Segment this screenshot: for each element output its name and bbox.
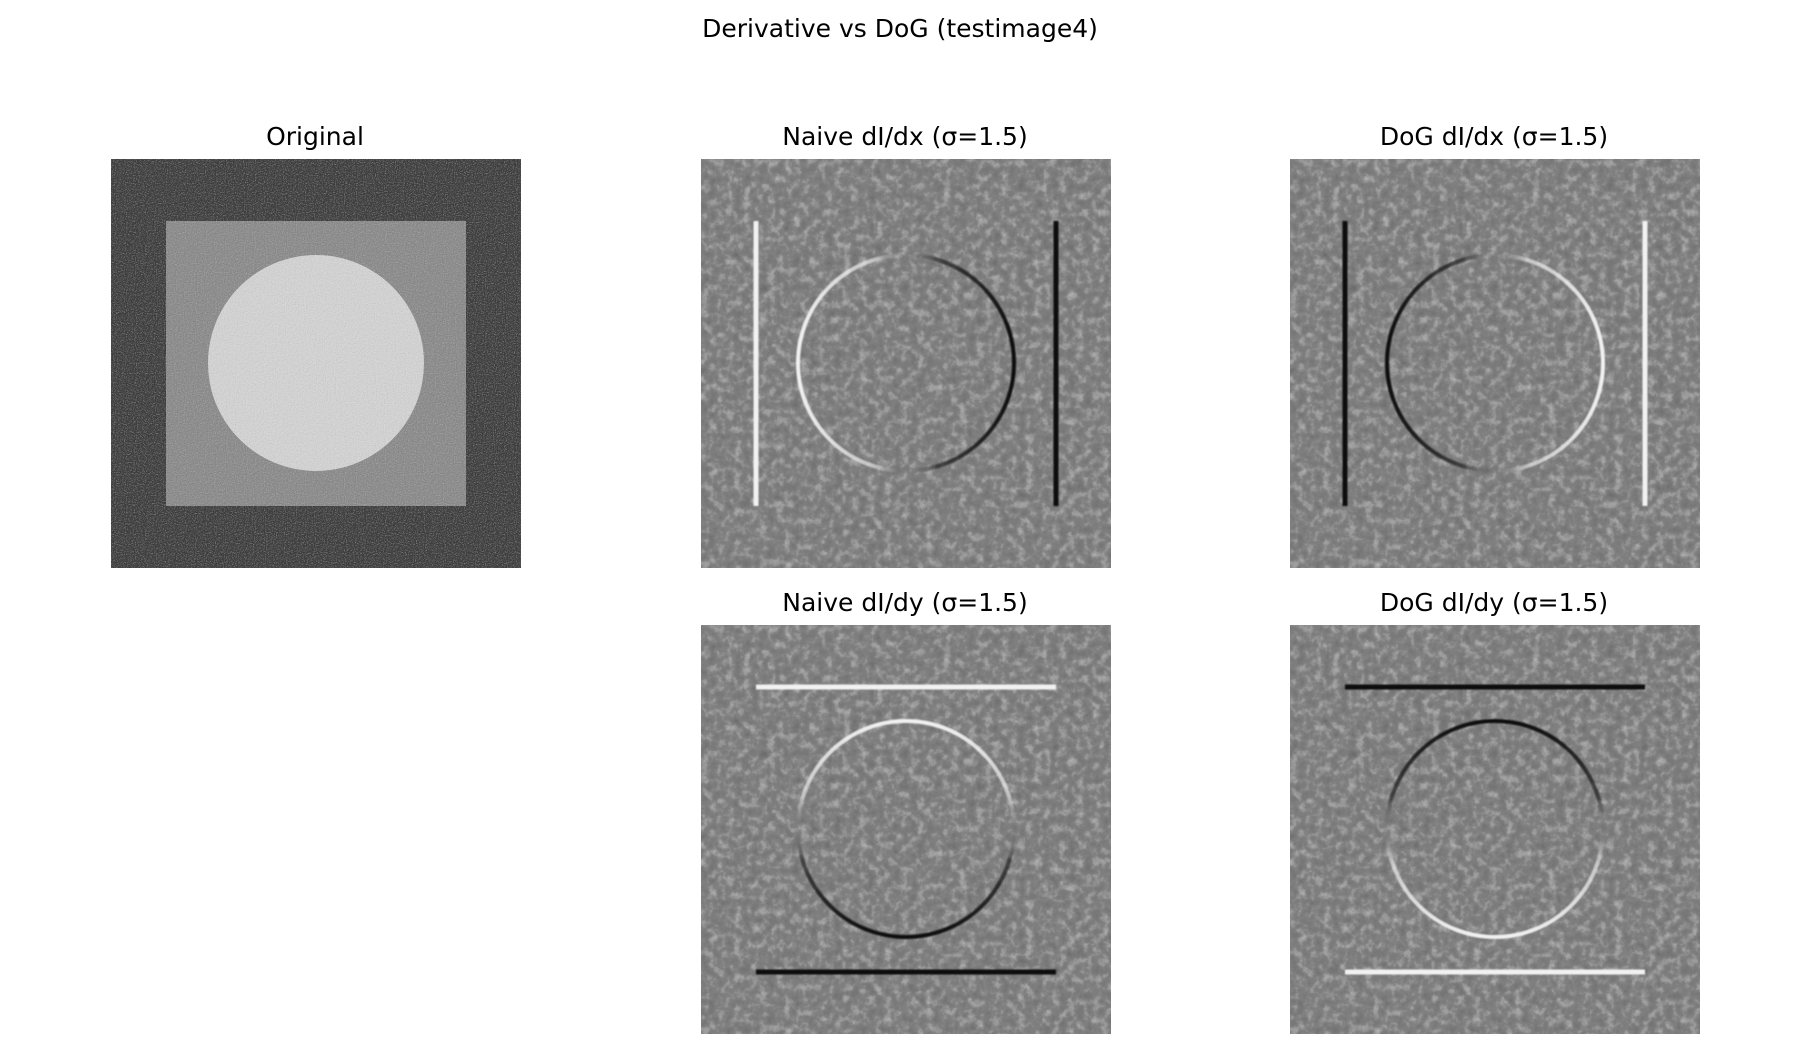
panel-title-dog-dx: DoG dI/dx (σ=1.5) <box>1194 122 1794 151</box>
dog-dx-image <box>1290 159 1700 568</box>
panel-title-original: Original <box>15 122 615 151</box>
naive-dy-image <box>701 625 1111 1034</box>
panel-title-naive-dx: Naive dI/dx (σ=1.5) <box>605 122 1205 151</box>
panel-title-naive-dy: Naive dI/dy (σ=1.5) <box>605 588 1205 617</box>
panel-title-dog-dy: DoG dI/dy (σ=1.5) <box>1194 588 1794 617</box>
original-image <box>111 159 521 568</box>
naive-dx-image <box>701 159 1111 568</box>
figure-title: Derivative vs DoG (testimage4) <box>0 14 1800 43</box>
dog-dy-image <box>1290 625 1700 1034</box>
